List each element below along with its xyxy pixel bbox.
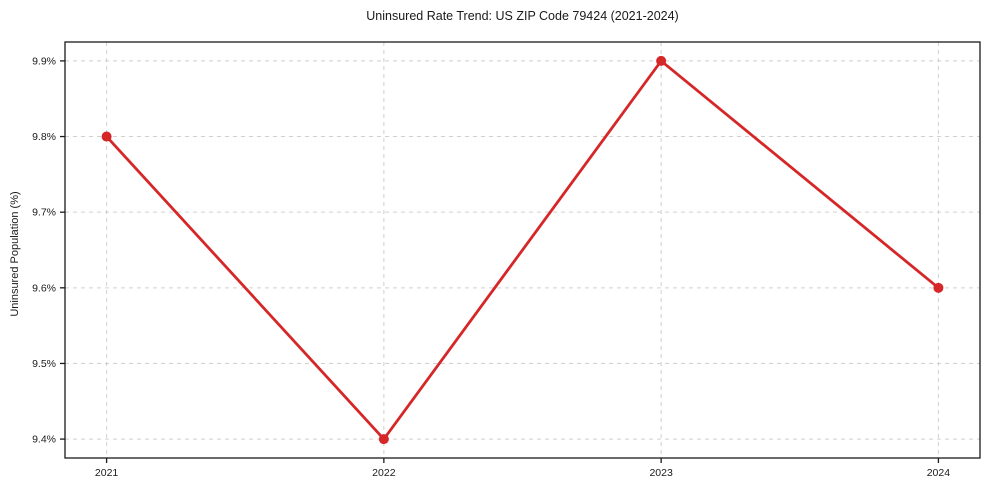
y-tick-label: 9.5% xyxy=(32,358,56,370)
y-tick-label: 9.4% xyxy=(32,434,56,446)
y-tick-label: 9.9% xyxy=(32,55,56,67)
x-tick-label: 2022 xyxy=(372,467,396,479)
data-line xyxy=(105,59,940,441)
data-point-marker xyxy=(378,434,389,445)
data-point-marker xyxy=(101,131,112,142)
chart-title: Uninsured Rate Trend: US ZIP Code 79424 … xyxy=(366,9,679,23)
y-tick-label: 9.6% xyxy=(32,282,56,294)
x-tick-label: 2021 xyxy=(95,467,119,479)
data-point-marker xyxy=(933,282,944,293)
x-tick-label: 2024 xyxy=(927,467,951,479)
data-point-marker xyxy=(656,55,667,66)
plot-border xyxy=(64,41,981,459)
y-tick-label: 9.7% xyxy=(32,207,56,219)
x-tick-label: 2023 xyxy=(649,467,673,479)
y-tick-label: 9.8% xyxy=(32,131,56,143)
